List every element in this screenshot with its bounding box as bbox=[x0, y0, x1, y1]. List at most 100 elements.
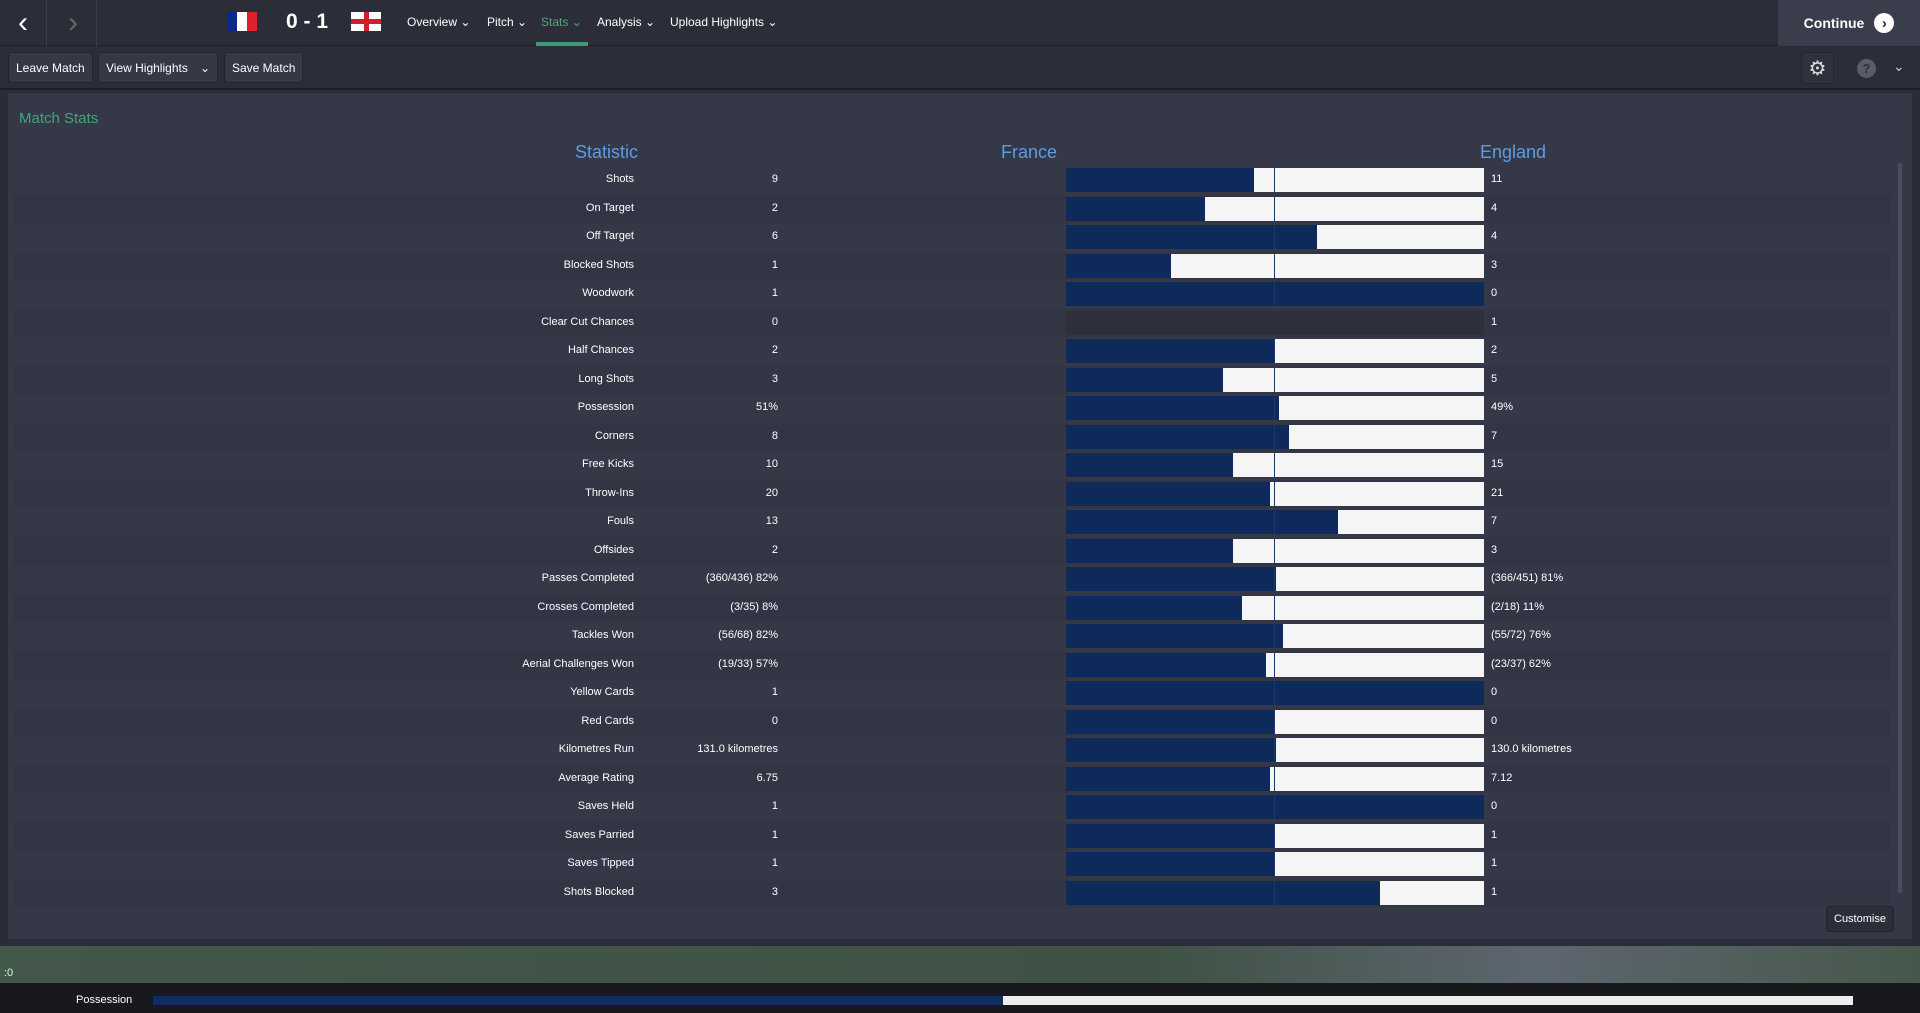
home-bar bbox=[1066, 253, 1171, 278]
bottom-bar: Possession bbox=[0, 983, 1920, 1013]
away-value: 1 bbox=[1491, 885, 1498, 898]
stat-label: Saves Tipped bbox=[567, 857, 634, 869]
away-value: 2 bbox=[1491, 344, 1498, 356]
menu-stats[interactable]: Stats ⌄ bbox=[541, 15, 582, 29]
home-bar bbox=[1066, 396, 1279, 420]
forward-button[interactable]: › bbox=[50, 0, 97, 46]
customise-button[interactable]: Customise bbox=[1826, 906, 1894, 932]
home-bar bbox=[1066, 510, 1338, 534]
bar-midline bbox=[1274, 282, 1275, 306]
stat-row: Shots Blocked 3 1 bbox=[14, 878, 1890, 907]
stat-row: Saves Parried 1 1 bbox=[14, 821, 1890, 850]
continue-button[interactable]: Continue › bbox=[1778, 0, 1920, 46]
chevron-down-icon[interactable]: ⌄ bbox=[1893, 58, 1905, 74]
stat-row: Throw-Ins 20 21 bbox=[14, 479, 1890, 508]
home-value: 2 bbox=[771, 344, 778, 356]
menu-overview[interactable]: Overview ⌄ bbox=[407, 15, 471, 29]
stat-bar bbox=[1066, 367, 1484, 392]
stat-label: Saves Held bbox=[577, 800, 634, 812]
away-value: 0 bbox=[1491, 714, 1498, 727]
menu-pitch[interactable]: Pitch ⌄ bbox=[487, 15, 528, 29]
away-value: 0 bbox=[1491, 686, 1498, 698]
away-value: 5 bbox=[1491, 372, 1498, 385]
pitch-view: :0 bbox=[0, 946, 1920, 983]
away-bar bbox=[1317, 225, 1484, 249]
home-bar bbox=[1066, 852, 1275, 876]
home-bar bbox=[1066, 738, 1276, 762]
gear-icon[interactable]: ⚙ bbox=[1801, 52, 1834, 84]
stat-row: Average Rating 6.75 7.12 bbox=[14, 764, 1890, 793]
leave-match-button[interactable]: Leave Match bbox=[8, 52, 93, 83]
stat-row: Yellow Cards 1 0 bbox=[14, 679, 1890, 707]
stat-row: Free Kicks 10 15 bbox=[14, 451, 1890, 479]
home-bar bbox=[1066, 282, 1484, 306]
stat-label: Kilometres Run bbox=[558, 743, 634, 755]
away-value: 3 bbox=[1491, 258, 1498, 271]
stat-label: Saves Parried bbox=[564, 828, 634, 841]
stat-label: Free Kicks bbox=[582, 458, 634, 470]
stat-bar bbox=[1066, 339, 1484, 363]
stat-bar bbox=[1066, 795, 1484, 819]
match-stats-panel: Match Stats Statistic France England Sho… bbox=[8, 93, 1912, 939]
view-highlights-dropdown[interactable]: View Highlights ⌄ bbox=[98, 52, 218, 83]
away-value: 7 bbox=[1491, 515, 1498, 527]
home-bar bbox=[1066, 880, 1380, 905]
header-france[interactable]: France bbox=[1000, 142, 1057, 162]
stat-bar bbox=[1066, 310, 1484, 335]
home-bar bbox=[1066, 424, 1289, 449]
bar-midline bbox=[1274, 367, 1275, 392]
away-value: 11 bbox=[1491, 173, 1503, 185]
stat-bar bbox=[1066, 225, 1484, 249]
away-bar bbox=[1223, 367, 1484, 392]
away-value: (366/451) 81% bbox=[1491, 572, 1564, 584]
home-bar bbox=[1066, 795, 1484, 819]
menu-upload-highlights[interactable]: Upload Highlights ⌄ bbox=[670, 15, 778, 29]
bar-midline bbox=[1274, 624, 1275, 648]
home-bar bbox=[1066, 367, 1223, 392]
home-value: 13 bbox=[765, 515, 778, 527]
home-bar bbox=[1066, 681, 1484, 705]
stat-bar bbox=[1066, 424, 1484, 449]
bar-midline bbox=[1274, 852, 1275, 876]
home-value: 1 bbox=[771, 686, 778, 698]
away-bar bbox=[1254, 168, 1484, 192]
away-value: 1 bbox=[1491, 315, 1498, 328]
stat-bar bbox=[1066, 595, 1484, 620]
home-value: 1 bbox=[771, 857, 778, 869]
bar-midline bbox=[1274, 225, 1275, 249]
home-value: 1 bbox=[771, 287, 778, 299]
stat-label: Passes Completed bbox=[541, 572, 634, 584]
stat-row: Offsides 2 3 bbox=[14, 536, 1890, 565]
stat-row: Fouls 13 7 bbox=[14, 508, 1890, 536]
stat-label: Shots Blocked bbox=[563, 885, 634, 898]
bar-midline bbox=[1274, 253, 1275, 278]
stat-label: Red Cards bbox=[581, 714, 634, 727]
away-value: 4 bbox=[1491, 230, 1498, 242]
scrollbar[interactable] bbox=[1898, 163, 1902, 893]
save-match-button[interactable]: Save Match bbox=[224, 52, 304, 83]
away-value: (55/72) 76% bbox=[1491, 629, 1551, 641]
stat-bar bbox=[1066, 396, 1484, 420]
stat-bar bbox=[1066, 624, 1484, 648]
header-england[interactable]: England bbox=[1480, 142, 1547, 162]
back-button[interactable]: ‹ bbox=[0, 0, 47, 46]
possession-bar bbox=[153, 996, 1853, 1005]
stat-row: Aerial Challenges Won (19/33) 57% (23/37… bbox=[14, 650, 1890, 679]
away-value: 0 bbox=[1491, 800, 1498, 812]
stat-row: Possession 51% 49% bbox=[14, 394, 1890, 422]
home-bar bbox=[1066, 567, 1276, 591]
help-icon[interactable]: ? bbox=[1857, 59, 1876, 78]
stat-bar bbox=[1066, 738, 1484, 762]
away-bar bbox=[1275, 823, 1484, 848]
stat-bar bbox=[1066, 681, 1484, 705]
stat-bar bbox=[1066, 253, 1484, 278]
home-bar bbox=[1066, 766, 1270, 791]
away-bar bbox=[1279, 396, 1484, 420]
stat-row: Saves Held 1 0 bbox=[14, 793, 1890, 821]
stat-bar bbox=[1066, 282, 1484, 306]
away-bar bbox=[1233, 538, 1484, 563]
away-value: (23/37) 62% bbox=[1491, 657, 1551, 670]
header-statistic[interactable]: Statistic bbox=[574, 142, 638, 162]
menu-analysis[interactable]: Analysis ⌄ bbox=[597, 15, 656, 29]
bar-midline bbox=[1274, 567, 1275, 591]
